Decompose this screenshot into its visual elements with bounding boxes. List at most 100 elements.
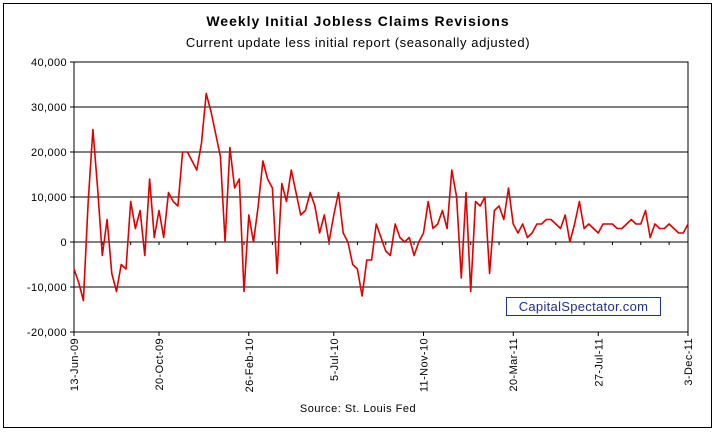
- data-point: [673, 227, 675, 230]
- data-point: [682, 232, 684, 234]
- source-note: Source: St. Louis Fed: [299, 403, 417, 415]
- data-point: [200, 142, 203, 144]
- data-point: [677, 232, 680, 234]
- data-point: [635, 223, 637, 225]
- x-tick-label: 27-Jul-11: [593, 338, 605, 387]
- data-point: [592, 227, 595, 230]
- data-point: [186, 151, 188, 153]
- data-point: [668, 223, 670, 225]
- data-point: [404, 241, 406, 243]
- data-point: [545, 218, 547, 221]
- data-point: [323, 214, 325, 216]
- data-point: [276, 272, 278, 275]
- data-point: [285, 200, 288, 203]
- data-point: [507, 187, 510, 189]
- data-point: [120, 263, 122, 266]
- data-point: [347, 241, 349, 243]
- data-point: [616, 227, 618, 230]
- data-point: [559, 227, 562, 230]
- data-point: [314, 205, 316, 207]
- data-point: [267, 178, 269, 180]
- data-point: [167, 191, 170, 194]
- data-point: [148, 178, 151, 180]
- data-point: [460, 277, 462, 279]
- data-point: [663, 227, 665, 230]
- data-point: [248, 214, 250, 216]
- data-point: [621, 227, 623, 230]
- data-point: [78, 281, 80, 284]
- data-point: [437, 223, 439, 225]
- data-point: [115, 290, 118, 293]
- data-point: [385, 250, 387, 252]
- data-point: [597, 232, 599, 234]
- data-point: [654, 223, 656, 225]
- data-point: [422, 232, 425, 234]
- data-point: [158, 209, 160, 212]
- data-point: [451, 169, 453, 171]
- data-point: [474, 200, 477, 203]
- data-point: [687, 223, 689, 225]
- y-tick-label: 0: [60, 237, 67, 249]
- data-point: [503, 218, 505, 221]
- x-tick-label: 20-Oct-09: [154, 338, 166, 391]
- data-point: [144, 254, 146, 257]
- y-tick-label: -20,000: [27, 327, 67, 339]
- data-point: [328, 241, 330, 243]
- y-axis: 40,000 30,000 20,000 10,000 0 -10,000 -20,000: [27, 57, 74, 339]
- data-point: [309, 191, 311, 194]
- y-tick-label: 30,000: [31, 102, 67, 114]
- data-point: [257, 205, 259, 207]
- data-point: [588, 223, 590, 225]
- data-point: [418, 241, 420, 243]
- data-point: [210, 110, 212, 113]
- data-point: [441, 209, 443, 212]
- data-point: [370, 259, 373, 261]
- data-point: [630, 218, 632, 221]
- data-point: [389, 254, 392, 257]
- data-point: [182, 151, 184, 153]
- data-point: [649, 236, 651, 239]
- data-point: [522, 223, 524, 225]
- data-point: [215, 133, 217, 135]
- data-point: [611, 223, 614, 225]
- data-point: [87, 200, 89, 203]
- data-point: [262, 160, 264, 162]
- data-point: [644, 209, 647, 212]
- data-point: [578, 200, 580, 203]
- data-point: [498, 205, 500, 207]
- data-point: [342, 232, 344, 234]
- data-point: [304, 209, 307, 212]
- data-point: [640, 223, 642, 225]
- data-point: [394, 223, 396, 225]
- data-point: [550, 218, 552, 221]
- data-point: [281, 182, 283, 185]
- x-tick-label: 20-Mar-11: [508, 338, 520, 392]
- data-point: [375, 223, 377, 225]
- chart-title: Weekly Initial Jobless Claims Revisions: [206, 13, 510, 29]
- data-point: [479, 205, 481, 207]
- x-tick-label: 5-Jul-10: [329, 338, 341, 381]
- data-point: [238, 178, 240, 180]
- data-point: [512, 223, 514, 225]
- data-point: [540, 223, 543, 225]
- data-point: [455, 196, 458, 198]
- data-point: [413, 254, 415, 257]
- data-point: [295, 191, 297, 194]
- data-point: [380, 236, 382, 239]
- data-point: [172, 200, 174, 203]
- data-point: [243, 290, 245, 293]
- gridlines: [74, 106, 688, 288]
- data-point: [517, 232, 519, 234]
- data-point: [252, 241, 255, 243]
- data-point: [229, 146, 231, 149]
- data-point: [101, 254, 103, 257]
- data-point: [97, 187, 99, 189]
- x-axis: 13-Jun-09 20-Oct-09 26-Feb-10 5-Jul-10 11-No…: [69, 242, 695, 392]
- data-point: [300, 214, 302, 216]
- data-point: [408, 236, 410, 239]
- data-point: [366, 259, 368, 261]
- data-point: [205, 92, 207, 95]
- data-point: [361, 295, 363, 297]
- data-point: [470, 290, 472, 293]
- data-point: [602, 223, 604, 225]
